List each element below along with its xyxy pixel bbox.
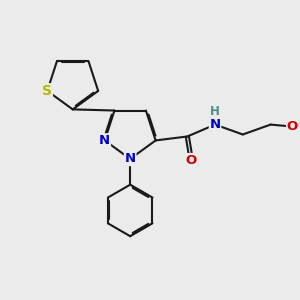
Text: S: S <box>42 84 52 98</box>
Text: H: H <box>210 105 220 118</box>
Text: O: O <box>287 120 298 133</box>
Text: O: O <box>186 154 197 167</box>
Text: N: N <box>209 118 220 131</box>
Text: N: N <box>124 152 136 165</box>
Text: N: N <box>99 134 110 147</box>
